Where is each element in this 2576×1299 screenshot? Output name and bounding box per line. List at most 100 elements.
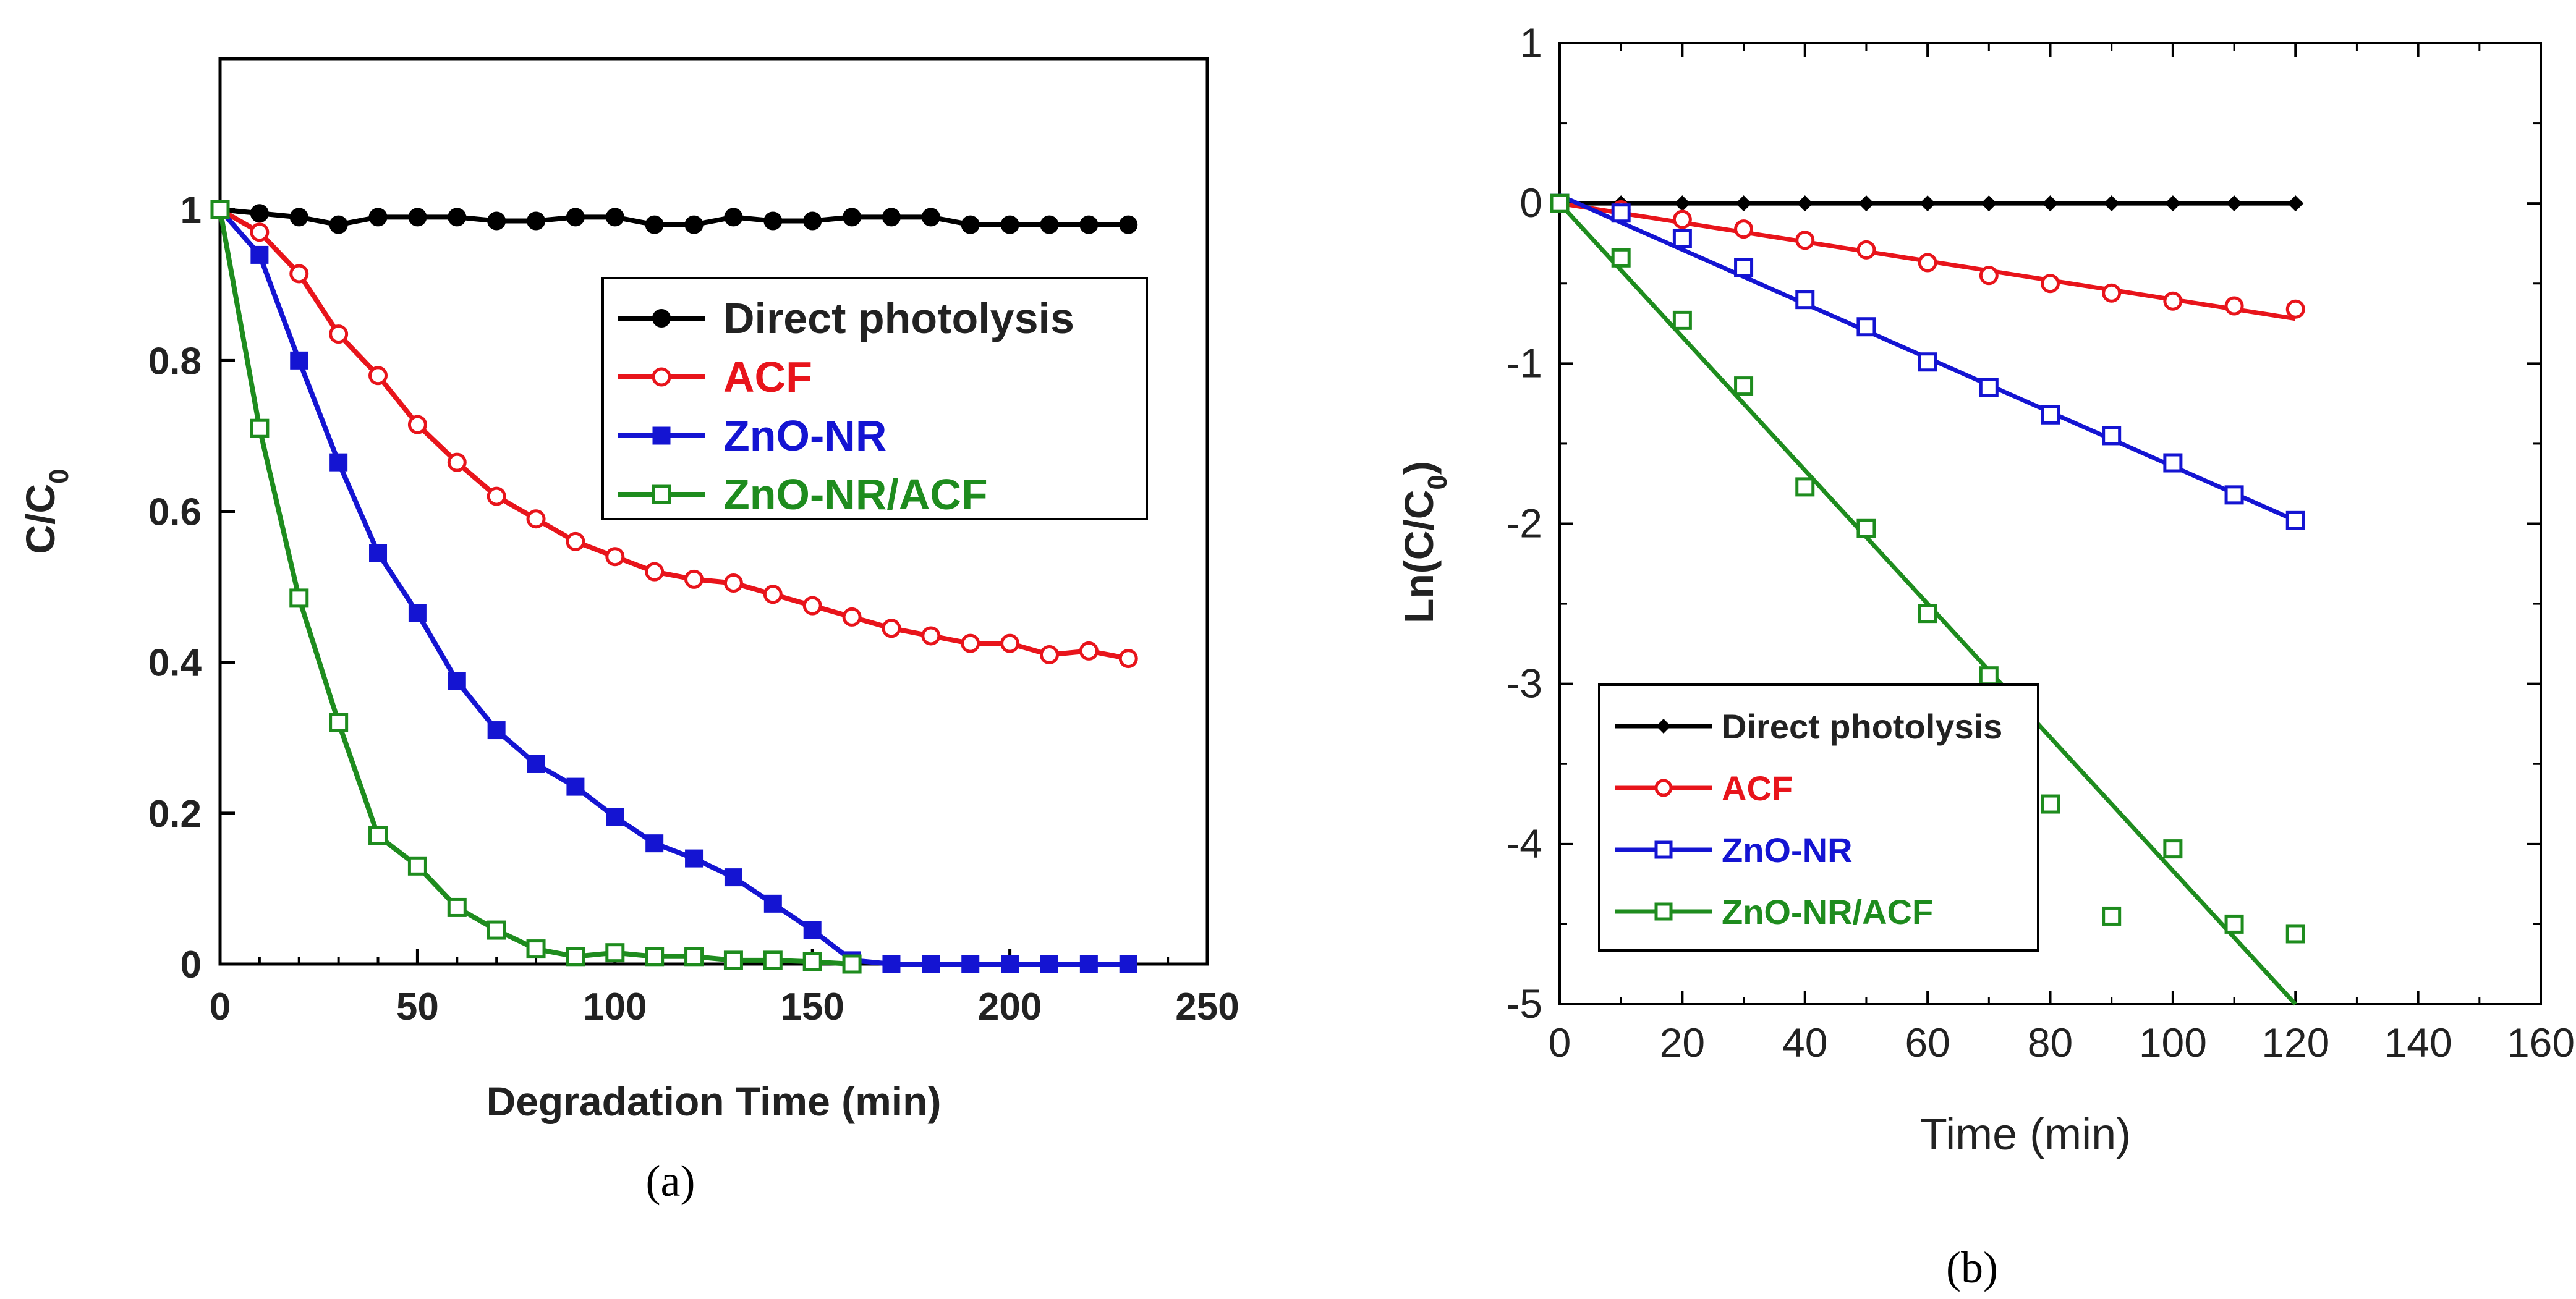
legend-label-b-acf: ACF xyxy=(1722,769,1793,808)
data-point-b-zno-nr xyxy=(1918,352,1937,372)
data-point-b-direct-photolysis xyxy=(1981,195,1997,212)
data-point-a-zno-nr-acf xyxy=(487,920,506,940)
data-point-a-acf xyxy=(487,486,506,506)
data-point-a-acf xyxy=(447,452,467,472)
data-point-b-zno-nr-acf xyxy=(1672,310,1692,330)
data-point-a-zno-nr xyxy=(566,777,585,796)
chart-a: 0 50 100 150 200 250 0 0.2 0.4 0.6 0.8 1 Degradation… xyxy=(17,57,1239,1206)
y-axis-label-b: Ln(C/C0) xyxy=(1396,461,1453,624)
y-tick-label-a: 0.2 xyxy=(148,793,202,836)
data-point-b-zno-nr-acf xyxy=(2102,906,2122,926)
data-point-a-zno-nr-acf xyxy=(684,947,704,967)
data-point-b-acf xyxy=(2102,283,2122,303)
data-point-a-direct-photolysis xyxy=(250,204,269,223)
legend-marker-b-zno-nr xyxy=(1654,840,1673,859)
y-tick-label-b: -1 xyxy=(1506,340,1542,386)
data-point-a-zno-nr-acf xyxy=(566,947,585,967)
legend-label-a-zno-nr-acf: ZnO-NR/ACF xyxy=(723,470,988,518)
data-point-a-direct-photolysis xyxy=(882,208,901,227)
data-point-b-acf xyxy=(2285,299,2305,319)
y-axis-label-main-a: C/C xyxy=(17,484,63,554)
data-point-a-acf xyxy=(882,619,901,638)
data-point-b-acf xyxy=(2041,274,2060,294)
legend-label-b-direct-photolysis: Direct photolysis xyxy=(1722,707,2002,746)
y-tick-label-a: 0.6 xyxy=(148,491,202,534)
data-point-b-direct-photolysis xyxy=(2287,195,2304,212)
legend-label-a-direct-photolysis: Direct photolysis xyxy=(723,294,1074,342)
data-point-a-zno-nr xyxy=(606,808,624,826)
data-point-b-acf xyxy=(1918,253,1937,273)
x-tick-label-b: 160 xyxy=(2507,1020,2575,1065)
data-point-a-acf xyxy=(605,547,625,567)
data-point-b-acf xyxy=(2163,291,2183,311)
legend-label-a-zno-nr: ZnO-NR xyxy=(723,412,886,460)
y-tick-label-b: -2 xyxy=(1506,501,1542,546)
data-point-a-direct-photolysis xyxy=(803,211,822,231)
data-point-a-direct-photolysis xyxy=(566,208,585,227)
x-tick-label-b: 0 xyxy=(1549,1020,1571,1065)
data-point-b-direct-photolysis xyxy=(1919,195,1936,212)
y-axis-label-sub-b: 0 xyxy=(1422,475,1453,489)
y-axis-label-sub-a: 0 xyxy=(44,468,74,483)
data-point-a-zno-nr xyxy=(882,955,901,973)
data-point-a-acf xyxy=(368,366,388,386)
data-point-a-direct-photolysis xyxy=(527,211,546,231)
data-point-a-zno-nr xyxy=(329,453,348,472)
data-point-a-zno-nr-acf xyxy=(368,826,388,845)
data-point-a-acf xyxy=(250,222,270,242)
data-point-b-zno-nr-acf xyxy=(2041,794,2060,814)
data-point-b-zno-nr xyxy=(1979,378,1999,397)
data-point-a-acf xyxy=(645,562,665,582)
x-tick-label-a: 200 xyxy=(978,986,1042,1028)
legend-marker-a-direct-photolysis xyxy=(652,309,671,328)
data-point-b-zno-nr xyxy=(2102,426,2122,446)
data-point-a-direct-photolysis xyxy=(1040,215,1059,234)
x-tick-label-b: 120 xyxy=(2261,1020,2329,1065)
data-point-a-zno-nr-acf xyxy=(605,943,625,963)
data-point-b-direct-photolysis xyxy=(2042,195,2059,212)
x-tick-label-a: 250 xyxy=(1175,986,1239,1028)
legend-marker-b-direct-photolysis xyxy=(1656,719,1671,734)
data-point-a-zno-nr-acf xyxy=(842,954,862,974)
data-point-b-direct-photolysis xyxy=(1735,195,1752,212)
panel-label-b: (b) xyxy=(1946,1243,1998,1292)
data-point-b-zno-nr xyxy=(1734,258,1754,277)
data-point-b-acf xyxy=(1672,209,1692,229)
legend-a: Direct photolysis ACF ZnO-NR ZnO-NR/ACF xyxy=(601,277,1148,520)
data-point-a-zno-nr-acf xyxy=(763,950,783,970)
x-tick-label-a: 50 xyxy=(396,986,439,1028)
x-axis-label-a: Degradation Time (min) xyxy=(487,1078,942,1124)
data-point-a-zno-nr-acf xyxy=(289,588,309,608)
data-point-b-zno-nr-acf xyxy=(1734,376,1754,396)
data-point-a-zno-nr xyxy=(645,834,664,853)
data-point-b-acf xyxy=(1734,219,1754,239)
y-tick-label-b: 0 xyxy=(1520,180,1542,226)
y-tick-label-a: 0 xyxy=(181,944,202,986)
data-point-b-zno-nr-acf xyxy=(2224,914,2244,934)
data-point-b-direct-photolysis xyxy=(2103,195,2120,212)
data-point-a-acf xyxy=(1000,633,1020,653)
data-point-a-acf xyxy=(407,415,427,434)
data-point-a-zno-nr xyxy=(527,755,545,773)
data-point-b-zno-nr xyxy=(1611,203,1631,223)
data-point-a-zno-nr xyxy=(803,921,822,939)
series-b-zno-nr xyxy=(1550,193,2305,530)
data-point-a-direct-photolysis xyxy=(329,215,348,234)
data-point-b-zno-nr-acf xyxy=(1918,604,1937,624)
x-tick-label-b: 40 xyxy=(1782,1020,1827,1065)
y-tick-label-a: 0.8 xyxy=(148,340,202,383)
data-point-b-zno-nr xyxy=(2041,405,2060,425)
data-point-b-zno-nr-acf xyxy=(1550,193,1570,213)
chart-b: 0 20 40 60 80 100 120 140 160 -5 -4 -3 -2 -1 0 1 Time (m… xyxy=(1396,20,2575,1292)
x-tick-label-a: 100 xyxy=(583,986,647,1028)
data-point-a-zno-nr xyxy=(724,868,742,887)
x-tick-label-a: 0 xyxy=(210,986,231,1028)
data-point-a-acf xyxy=(961,633,980,653)
data-point-a-zno-nr-acf xyxy=(723,950,743,970)
data-point-a-zno-nr xyxy=(1040,955,1058,973)
data-point-a-direct-photolysis xyxy=(961,215,980,234)
data-point-b-zno-nr-acf xyxy=(2163,839,2183,859)
data-point-a-acf xyxy=(289,264,309,284)
legend-marker-a-zno-nr-acf xyxy=(652,484,671,504)
